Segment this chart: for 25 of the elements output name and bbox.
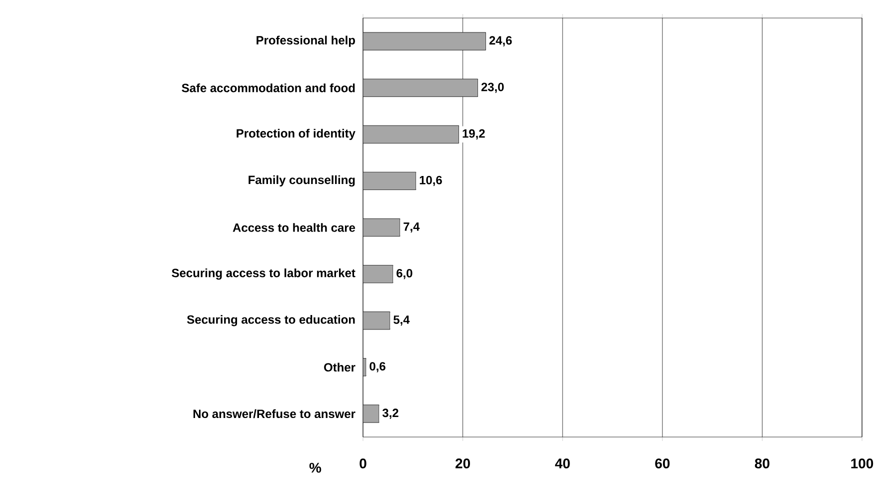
x-tick-label: 0	[360, 458, 366, 468]
y-tick-label: Protection of identity	[236, 128, 356, 140]
x-axis-title: %	[309, 462, 322, 473]
data-label: 7,4	[404, 222, 420, 233]
y-tick-label: Safe accommodation and food	[182, 83, 355, 92]
data-label: 3,2	[382, 408, 398, 419]
y-tick-label: Family counselling	[248, 175, 355, 187]
y-tick-label: Professional help	[256, 36, 355, 47]
x-tick-label: 60	[655, 458, 670, 468]
data-label: 0,6	[370, 362, 386, 372]
data-label: 10,6	[420, 176, 442, 186]
y-tick-label: Access to health care	[232, 223, 356, 232]
y-tick-label: Other	[324, 362, 356, 372]
data-label: 19,2	[462, 129, 485, 140]
data-label: 5,4	[394, 316, 410, 326]
data-label: 24,6	[489, 36, 512, 46]
data-label: 6,0	[396, 268, 412, 280]
data-label: 23,0	[481, 82, 504, 93]
y-tick-label: No answer/Refuse to answer	[194, 409, 356, 418]
y-tick-label: Securing access to labor market	[172, 268, 356, 280]
x-tick-label: 80	[754, 458, 770, 468]
x-tick-label: 40	[555, 458, 570, 468]
x-tick-label: 100	[851, 458, 874, 468]
x-tick-label: 20	[456, 458, 470, 468]
y-tick-label: Securing access to education	[187, 315, 355, 326]
